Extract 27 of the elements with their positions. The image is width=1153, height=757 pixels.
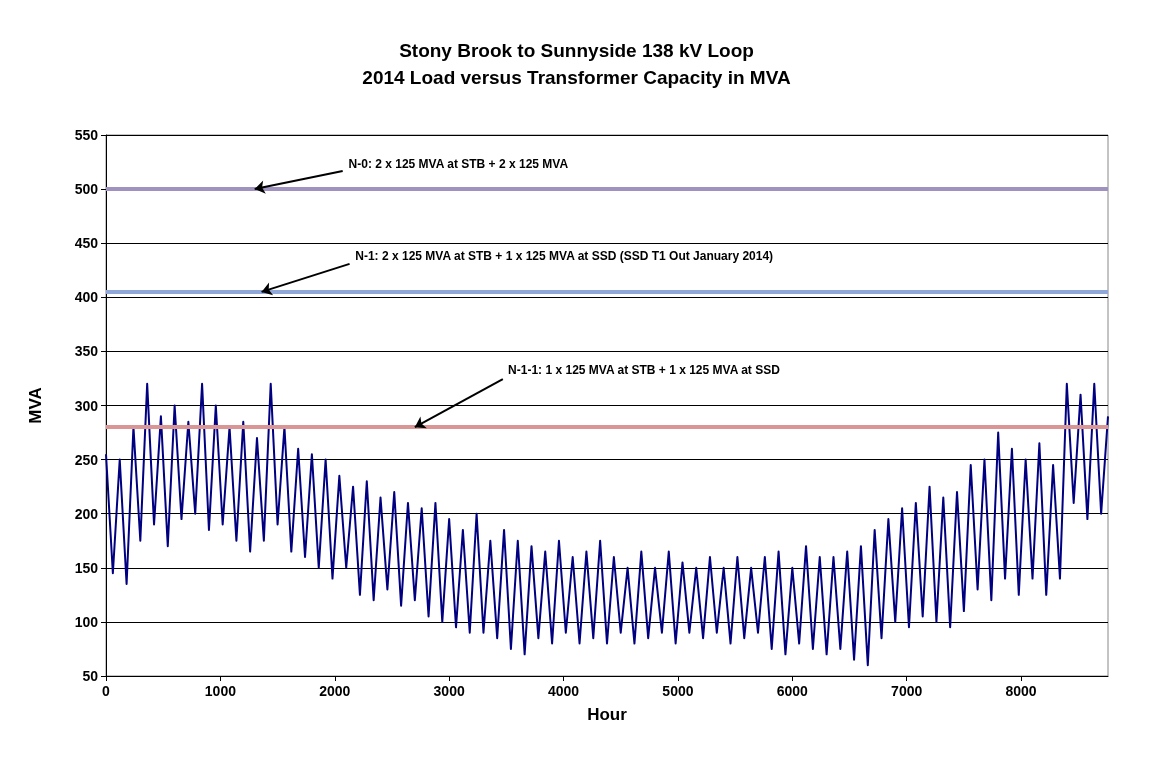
y-tick-label: 350 [74,343,99,360]
x-tick-label: 1000 [204,683,237,699]
y-tick-label: 200 [74,505,99,522]
annotation: N-0: 2 x 125 MVA at STB + 2 x 125 MVA [348,156,569,171]
y-tick-label: 100 [74,613,99,630]
y-tick-label: 500 [74,181,99,198]
x-tick-label: 7000 [891,683,923,699]
y-axis-title: MVA [26,387,45,424]
x-tick-label: 5000 [662,683,694,699]
y-tick-label: 550 [74,127,99,143]
x-tick-label: 2000 [319,683,351,699]
y-tick-label: 150 [74,559,99,576]
x-tick-label: 8000 [1005,683,1037,699]
y-tick-label: 250 [74,451,99,468]
x-tick-label: 0 [102,683,111,699]
x-tick-label: 6000 [776,683,809,699]
x-axis-title: Hour [587,705,628,724]
y-tick-label: 50 [82,668,99,684]
annotation: N-1-1: 1 x 125 MVA at STB + 1 x 125 MVA at SSD [508,363,781,378]
x-tick-label: 3000 [433,683,465,699]
y-tick-label: 450 [74,235,99,252]
chart-title: Stony Brook to Sunnyside 138 kV Loop [399,40,754,61]
y-tick-label: 300 [74,397,99,414]
annotation: N-1: 2 x 125 MVA at STB + 1 x 125 MVA at SSD (SSD T1 Out January 2014) [355,249,774,264]
y-tick-label: 400 [74,289,99,306]
x-tick-label: 4000 [547,683,580,699]
chart-subtitle: 2014 Load versus Transformer Capacity in MVA [362,67,791,88]
